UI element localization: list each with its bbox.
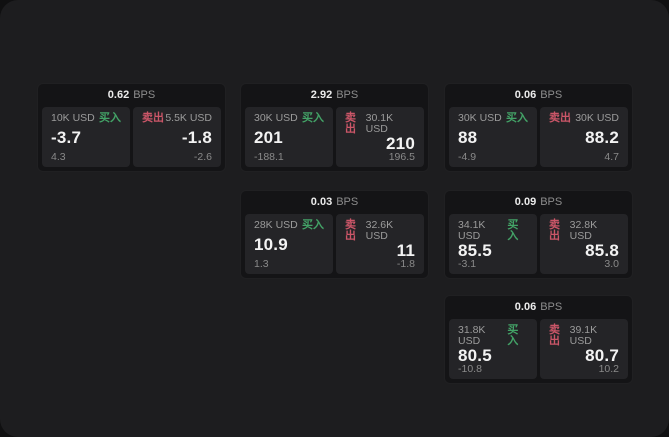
bps-unit: BPS [540,89,563,101]
buy-quote-panel[interactable]: 30K USD 买入 88 -4.9 [449,107,537,167]
bps-unit: BPS [540,195,563,208]
buy-side-label: 买入 [302,111,324,124]
sell-side-label: 卖出 [345,111,356,135]
sell-quote-panel[interactable]: 卖出 5.5K USD -1.8 -2.6 [133,107,221,167]
bps-unit: BPS [336,88,359,101]
sell-price: 11 [396,240,415,260]
quote-panels: 10K USD 买入 -3.7 4.3 卖出 5.5K USD -1.8 -2.… [38,107,225,171]
quote-card: 2.92 BPS 30K USD 买入 201 -188.1 卖出 30.1K … [240,83,429,172]
buy-size: 30K USD [458,112,502,125]
sell-price: 210 [386,133,415,153]
quote-card: 0.06 BPS 30K USD 买入 88 -4.9 卖出 30K USD 8… [444,83,633,172]
buy-quote-panel[interactable]: 34.1K USD 买入 85.5 -3.1 [449,213,537,274]
buy-size: 31.8K USD [458,324,486,347]
sell-delta: 10.2 [598,362,619,375]
quote-panels: 28K USD 买入 10.9 1.3 卖出 32.6K USD 11 -1.8 [241,213,428,279]
sell-price: 88.2 [585,128,619,148]
bps-unit: BPS [336,195,359,208]
bps-unit: BPS [133,89,156,101]
bps-value: 0.62 [107,89,130,101]
sell-side-label: 卖出 [142,112,164,124]
sell-quote-panel[interactable]: 卖出 30K USD 88.2 4.7 [540,107,628,167]
buy-size: 30K USD [254,111,298,124]
sell-side-label: 卖出 [549,218,560,242]
bps-value: 0.06 [514,89,537,101]
sell-size: 5.5K USD [165,112,212,125]
bps-spread: 0.03 BPS [241,191,428,214]
sell-price: 85.8 [585,240,619,260]
quote-card: 0.03 BPS 28K USD 买入 10.9 1.3 卖出 32.6K US… [240,190,429,279]
buy-price: 10.9 [254,235,288,254]
buy-side-label: 买入 [506,112,528,124]
sell-quote-panel[interactable]: 卖出 30.1K USD 210 196.5 [336,106,424,167]
bps-value: 2.92 [310,88,333,101]
bps-spread: 0.62 BPS [38,84,225,107]
buy-quote-panel[interactable]: 10K USD 买入 -3.7 4.3 [42,107,130,167]
buy-quote-panel[interactable]: 31.8K USD 买入 80.5 -10.8 [449,318,537,379]
sell-side-label: 卖出 [549,112,571,124]
sell-delta: 3.0 [604,257,619,270]
buy-price: -3.7 [51,128,82,148]
sell-price: 80.7 [585,345,619,365]
quote-panels: 34.1K USD 买入 85.5 -3.1 卖出 32.8K USD 85.8… [445,213,632,279]
buy-delta: -188.1 [254,150,284,163]
buy-side-label: 买入 [302,218,324,231]
sell-size: 30.1K USD [365,112,394,135]
buy-price: 85.5 [458,240,492,260]
bps-spread: 2.92 BPS [241,84,428,107]
sell-quote-panel[interactable]: 卖出 39.1K USD 80.7 10.2 [540,318,628,379]
sell-size: 39.1K USD [569,324,598,347]
bps-unit: BPS [540,300,563,313]
buy-quote-panel[interactable]: 28K USD 买入 10.9 1.3 [245,213,333,274]
sell-size: 32.6K USD [365,219,394,242]
buy-delta: -4.9 [458,150,477,163]
sell-price: -1.8 [181,128,212,148]
buy-price: 201 [254,128,283,147]
sell-delta: -2.6 [193,150,212,163]
bps-spread: 0.09 BPS [445,191,632,214]
quote-card: 0.06 BPS 31.8K USD 买入 80.5 -10.8 卖出 39.1… [444,295,633,384]
bps-value: 0.03 [310,195,333,208]
sell-delta: 4.7 [604,150,619,163]
bps-value: 0.09 [514,195,537,208]
buy-price: 80.5 [458,345,492,365]
sell-delta: 196.5 [388,150,415,163]
sell-delta: -1.8 [396,257,415,270]
sell-quote-panel[interactable]: 卖出 32.6K USD 11 -1.8 [336,213,424,274]
buy-delta: -3.1 [458,257,477,270]
sell-side-label: 卖出 [549,323,560,347]
sell-size: 32.8K USD [569,219,598,242]
buy-side-label: 买入 [507,323,519,347]
buy-size: 34.1K USD [458,219,486,242]
quote-card: 0.09 BPS 34.1K USD 买入 85.5 -3.1 卖出 32.8K… [444,190,633,279]
buy-price: 88 [458,128,478,148]
buy-delta: 1.3 [254,257,269,270]
bps-spread: 0.06 BPS [445,84,632,107]
buy-size: 28K USD [254,218,298,231]
quote-panels: 31.8K USD 买入 80.5 -10.8 卖出 39.1K USD 80.… [445,318,632,384]
sell-side-label: 卖出 [345,218,356,242]
quote-panels: 30K USD 买入 88 -4.9 卖出 30K USD 88.2 4.7 [445,107,632,171]
buy-size: 10K USD [51,112,95,125]
buy-quote-panel[interactable]: 30K USD 买入 201 -188.1 [245,106,333,167]
sell-quote-panel[interactable]: 卖出 32.8K USD 85.8 3.0 [540,213,628,274]
quote-card: 0.62 BPS 10K USD 买入 -3.7 4.3 卖出 5.5K USD… [37,83,226,172]
buy-side-label: 买入 [507,218,519,242]
buy-side-label: 买入 [99,112,121,124]
buy-delta: -10.8 [458,362,482,375]
buy-delta: 4.3 [51,150,66,163]
bps-spread: 0.06 BPS [445,296,632,319]
quote-panels: 30K USD 买入 201 -188.1 卖出 30.1K USD 210 1… [241,106,428,172]
sell-size: 30K USD [575,112,619,125]
bps-value: 0.06 [514,300,537,313]
